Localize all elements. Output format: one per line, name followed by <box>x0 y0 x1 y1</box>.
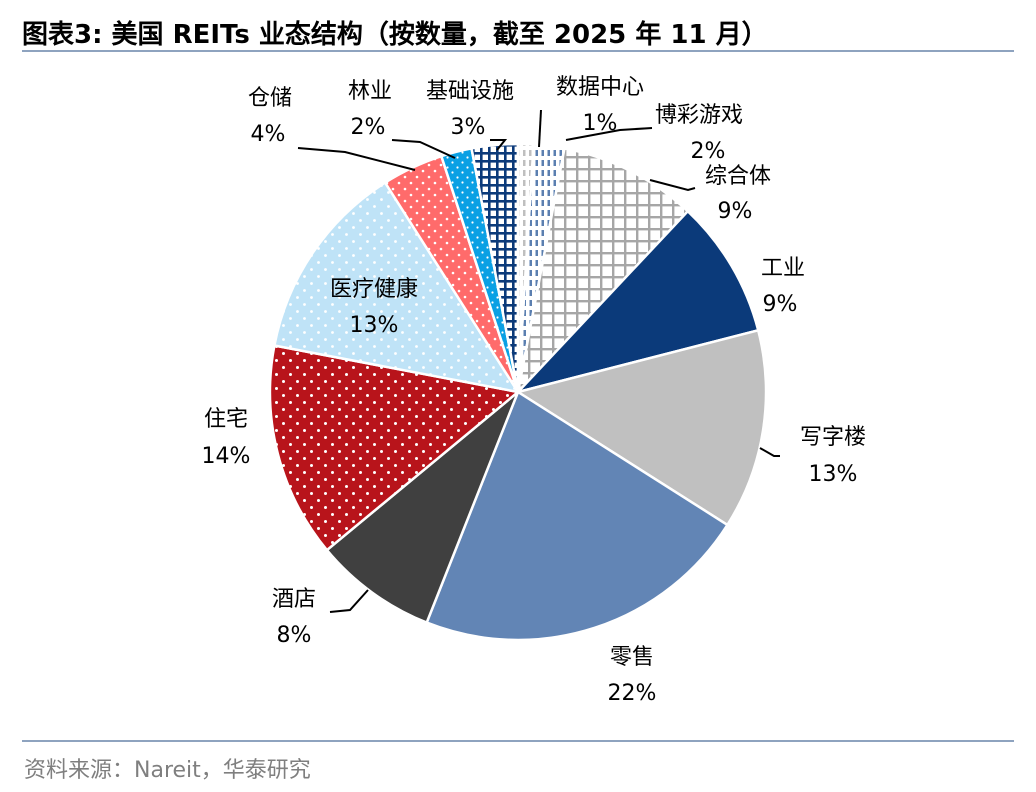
slice-value-label-3: 13% <box>809 462 858 487</box>
slice-name-label-1: 综合体 <box>705 164 771 189</box>
slice-value-label-8: 4% <box>251 122 286 147</box>
footer-divider <box>22 740 1014 742</box>
slice-value-label-5: 8% <box>277 623 312 648</box>
pie-slice-1 <box>515 146 690 396</box>
leader-line-0 <box>565 127 653 141</box>
slice-value-label-7: 13% <box>350 313 399 338</box>
chart-title: 图表3: 美国 REITs 业态结构（按数量，截至 2025 年 11 月） <box>22 20 768 50</box>
leader-line-11 <box>538 109 542 148</box>
slice-name-label-5: 酒店 <box>272 587 316 612</box>
slice-value-label-1: 9% <box>718 199 753 224</box>
pie-slice-11 <box>516 142 535 393</box>
slice-value-label-9: 2% <box>351 115 386 140</box>
leader-line-8 <box>297 147 416 171</box>
slice-name-label-7: 医疗健康 <box>330 277 418 302</box>
pie-slice-5 <box>325 391 520 625</box>
leader-line-5 <box>329 589 369 613</box>
leader-line-9 <box>391 139 456 159</box>
slice-value-label-0: 2% <box>691 139 726 164</box>
pie-slice-7 <box>272 180 521 394</box>
slice-name-label-2: 工业 <box>761 256 805 281</box>
pie-slice-2 <box>514 209 760 395</box>
pie-slice-6 <box>268 344 521 552</box>
slice-name-label-9: 林业 <box>348 79 392 104</box>
slice-name-label-0: 博彩游戏 <box>655 103 743 128</box>
slice-name-label-10: 基础设施 <box>426 79 514 104</box>
slice-name-label-8: 仓储 <box>248 86 292 111</box>
slice-value-label-2: 9% <box>763 292 798 317</box>
slice-value-label-10: 3% <box>451 115 486 140</box>
leader-line-1 <box>649 179 696 192</box>
leader-line-10 <box>490 139 508 151</box>
source-note: 资料来源：Nareit，华泰研究 <box>24 758 311 783</box>
slice-name-label-3: 写字楼 <box>800 425 866 450</box>
pie-slice-4 <box>425 390 730 642</box>
slice-value-label-11: 1% <box>583 111 618 136</box>
slice-name-label-11: 数据中心 <box>556 75 644 100</box>
title-divider <box>22 50 1014 52</box>
slice-value-label-6: 14% <box>202 444 251 469</box>
leader-line-3 <box>759 447 780 457</box>
slice-name-label-6: 住宅 <box>204 407 248 432</box>
pie-slice-3 <box>514 328 768 527</box>
slice-name-label-4: 零售 <box>610 645 654 670</box>
slice-value-label-4: 22% <box>608 681 657 706</box>
